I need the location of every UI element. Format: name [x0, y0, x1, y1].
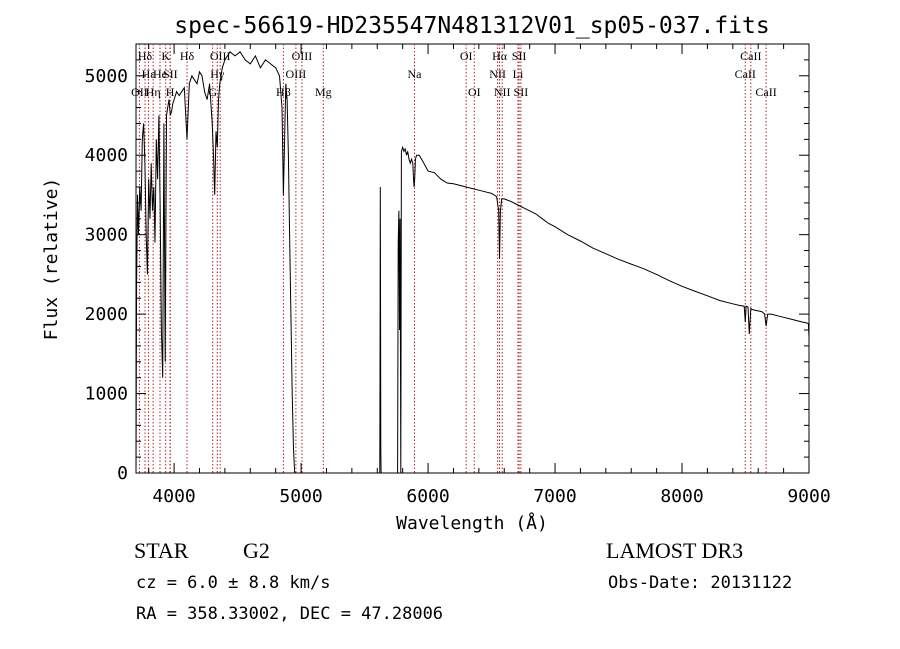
line-label-9: OIII [210, 49, 231, 63]
line-label-15: Mg [315, 85, 332, 99]
x-tick-label-5000: 5000 [279, 486, 322, 507]
line-label-26: CaII [740, 49, 761, 63]
line-label-1: OII [131, 85, 148, 99]
line-label-0: Hδ [138, 49, 153, 63]
x-tick-label-8000: 8000 [660, 486, 703, 507]
object-class: STAR [134, 538, 189, 563]
y-tick-label-5000: 5000 [85, 66, 128, 87]
line-label-27: CaII [755, 85, 776, 99]
flux-line [135, 51, 810, 474]
coordinates-text: RA = 358.33002, DEC = 47.28006 [136, 604, 444, 624]
emission-line-markers [138, 44, 767, 473]
line-label-20: NII [489, 67, 506, 81]
obs-date-text: Obs-Date: 20131122 [608, 573, 793, 593]
line-label-12: Hβ [276, 85, 291, 99]
chart-title: spec-56619-HD235547N481312V01_sp05-037.f… [174, 13, 769, 39]
line-label-3: Hη [146, 85, 161, 99]
line-label-13: OIII [286, 67, 307, 81]
line-label-11: G [208, 85, 217, 99]
x-axis-label: Wavelength (Å) [396, 512, 548, 534]
redshift-text: cz = 6.0 ± 8.8 km/s [136, 573, 331, 593]
axis-ticks: 4000 5000 6000 7000 8000 9000 0 1000 2000 3000 400… [85, 44, 831, 507]
line-label-18: OI [468, 85, 481, 99]
plot-frame [135, 43, 810, 474]
line-label-22: SII [512, 49, 527, 63]
x-tick-label-6000: 6000 [406, 486, 449, 507]
y-axis-label: Flux (relative) [41, 178, 62, 341]
y-tick-label-2000: 2000 [85, 304, 128, 325]
line-label-24: SII [514, 85, 529, 99]
line-label-6: SII [163, 67, 178, 81]
x-tick-label-7000: 7000 [533, 486, 576, 507]
x-tick-label-9000: 9000 [787, 486, 830, 507]
line-label-2: Hε [142, 67, 156, 81]
object-subclass: G2 [243, 538, 270, 563]
line-label-25: CaII [735, 67, 756, 81]
line-label-7: H [166, 85, 175, 99]
line-label-4: He [153, 67, 167, 81]
line-label-5: K [161, 49, 170, 63]
survey-label: LAMOST DR3 [606, 538, 744, 563]
y-tick-label-3000: 3000 [85, 225, 128, 246]
line-label-19: Hα [492, 49, 508, 63]
line-label-8: Hδ [180, 49, 195, 63]
x-tick-label-4000: 4000 [152, 486, 195, 507]
line-label-17: OI [460, 49, 473, 63]
line-label-16: Na [407, 67, 422, 81]
y-tick-label-4000: 4000 [85, 145, 128, 166]
line-label-14: OIII [292, 49, 313, 63]
line-label-23: Li [513, 67, 524, 81]
line-labels: Hδ OII Hε Hη He K SII H Hδ OIII Hγ G Hβ OIII OIII Mg Na O… [131, 49, 777, 99]
y-tick-label-1000: 1000 [85, 384, 128, 405]
y-tick-label-0: 0 [117, 463, 128, 484]
line-label-21: NII [494, 85, 511, 99]
line-label-10: Hγ [210, 67, 225, 81]
